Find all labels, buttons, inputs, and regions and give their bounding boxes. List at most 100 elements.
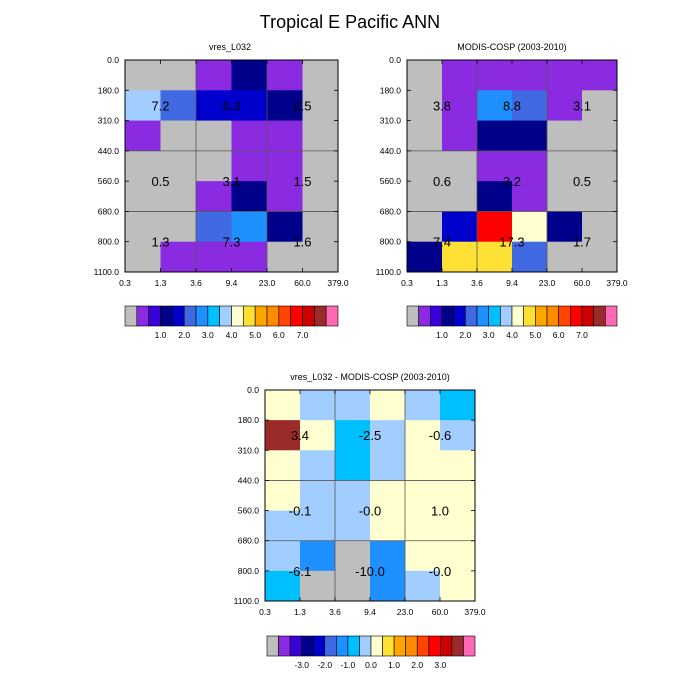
colorbar-swatch	[441, 305, 454, 327]
block-value-label: 3.4	[291, 428, 309, 443]
heatmap-cell	[442, 181, 478, 212]
heatmap-cell	[160, 90, 197, 121]
heatmap-cell	[267, 60, 303, 91]
colorbar-swatch	[558, 305, 571, 327]
y-tick-label: 560.0	[380, 176, 402, 186]
x-tick-label: 9.4	[226, 278, 238, 288]
y-tick-label: 180.0	[380, 85, 402, 95]
heatmap-cell	[231, 60, 268, 91]
colorbar-swatch	[302, 305, 315, 327]
heatmap-cell	[512, 211, 548, 243]
colorbar-swatch	[301, 635, 314, 657]
colorbar-swatch	[254, 305, 268, 327]
heatmap-cell	[407, 120, 443, 152]
colorbar-label: 7.0	[297, 330, 309, 340]
block-value-label: 8.8	[503, 98, 521, 113]
block-value-label: 1.6	[293, 235, 311, 250]
heatmap-cell	[440, 480, 476, 511]
block-value-label: 1.7	[573, 235, 591, 250]
colorbar-label: 3.0	[202, 330, 214, 340]
heatmap-cell	[265, 540, 301, 572]
heatmap-cell	[547, 181, 583, 212]
x-tick-label: 60.0	[294, 278, 311, 288]
heatmap-cell	[547, 211, 583, 243]
heatmap-cell	[302, 211, 339, 243]
heatmap-cell	[196, 120, 232, 152]
heatmap-cell	[196, 211, 232, 243]
colorbar-swatch	[511, 305, 524, 327]
heatmap-cell	[265, 420, 301, 451]
heatmap-cell	[302, 241, 339, 273]
colorbar-label: 6.0	[273, 330, 285, 340]
heatmap-cell	[407, 60, 443, 91]
heatmap-cell	[407, 150, 443, 182]
heatmap-cell	[302, 60, 339, 91]
heatmap-cell	[547, 60, 583, 91]
colorbar-swatch	[183, 305, 197, 327]
panel-title: vres_L032 - MODIS-COSP (2003-2010)	[290, 372, 449, 382]
colorbar-label: 2.0	[459, 330, 471, 340]
x-tick-label: 23.0	[397, 607, 414, 617]
colorbar-swatch	[440, 635, 453, 657]
block-value-label: -0.6	[429, 428, 451, 443]
colorbar-label: 4.0	[506, 330, 518, 340]
x-tick-label: 23.0	[539, 278, 556, 288]
heatmap-cell	[407, 241, 443, 273]
block-value-label: -2.5	[359, 428, 381, 443]
colorbar-swatch	[314, 305, 327, 327]
heatmap-cell	[442, 211, 478, 243]
y-tick-label: 0.0	[247, 385, 259, 395]
colorbar-swatch	[451, 635, 464, 657]
heatmap-cell	[442, 90, 478, 121]
block-value-label: 0.5	[151, 174, 169, 189]
heatmap-cell	[160, 211, 197, 243]
heatmap-cell	[300, 540, 336, 572]
colorbar-swatch	[488, 305, 501, 327]
heatmap-cell	[265, 390, 301, 421]
heatmap-cell	[125, 241, 161, 273]
colorbar-swatch	[535, 305, 548, 327]
colorbar-swatch	[416, 635, 430, 657]
heatmap-cell	[582, 241, 618, 273]
heatmap-cell	[196, 241, 232, 273]
colorbar-swatch	[405, 635, 418, 657]
heatmap-cell	[267, 90, 303, 121]
colorbar-label: 2.0	[411, 660, 423, 670]
figure-title: Tropical E Pacific ANN	[260, 12, 440, 32]
y-tick-label: 180.0	[238, 415, 260, 425]
heatmap-cell	[335, 540, 371, 572]
heatmap-cell	[160, 181, 197, 212]
heatmap-cell	[302, 120, 339, 152]
heatmap-cell	[370, 450, 406, 481]
x-tick-label: 1.3	[294, 607, 306, 617]
block-value-label: 1.3	[151, 235, 169, 250]
heatmap-cell	[196, 181, 232, 212]
heatmap-cell	[440, 390, 476, 421]
heatmap-cell	[160, 241, 197, 273]
colorbar-swatch	[290, 305, 303, 327]
colorbar-swatch	[393, 635, 406, 657]
colorbar-swatch	[336, 635, 349, 657]
colorbar-label: 6.0	[553, 330, 565, 340]
block-value-label: 3.1	[573, 98, 591, 113]
colorbar-swatch	[581, 305, 594, 327]
heatmap-cell	[370, 510, 406, 542]
heatmap-cell	[300, 570, 336, 602]
block-value-label: 2.5	[293, 98, 311, 113]
heatmap-cell	[547, 241, 583, 273]
heatmap-cell	[582, 211, 618, 243]
colorbar-swatch	[523, 305, 536, 327]
heatmap-cell	[440, 540, 476, 572]
y-tick-label: 310.0	[238, 445, 260, 455]
heatmap-cell	[302, 181, 339, 212]
heatmap-cell	[300, 450, 336, 481]
colorbar-swatch	[207, 305, 220, 327]
heatmap-cell	[231, 150, 268, 182]
heatmap-cell	[335, 510, 371, 542]
heatmap-cell	[512, 241, 548, 273]
block-value-label: 6.3	[222, 98, 240, 113]
x-tick-label: 379.0	[327, 278, 349, 288]
heatmap-cell	[125, 181, 161, 212]
heatmap-cell	[267, 181, 303, 212]
heatmap-cell	[477, 120, 513, 152]
